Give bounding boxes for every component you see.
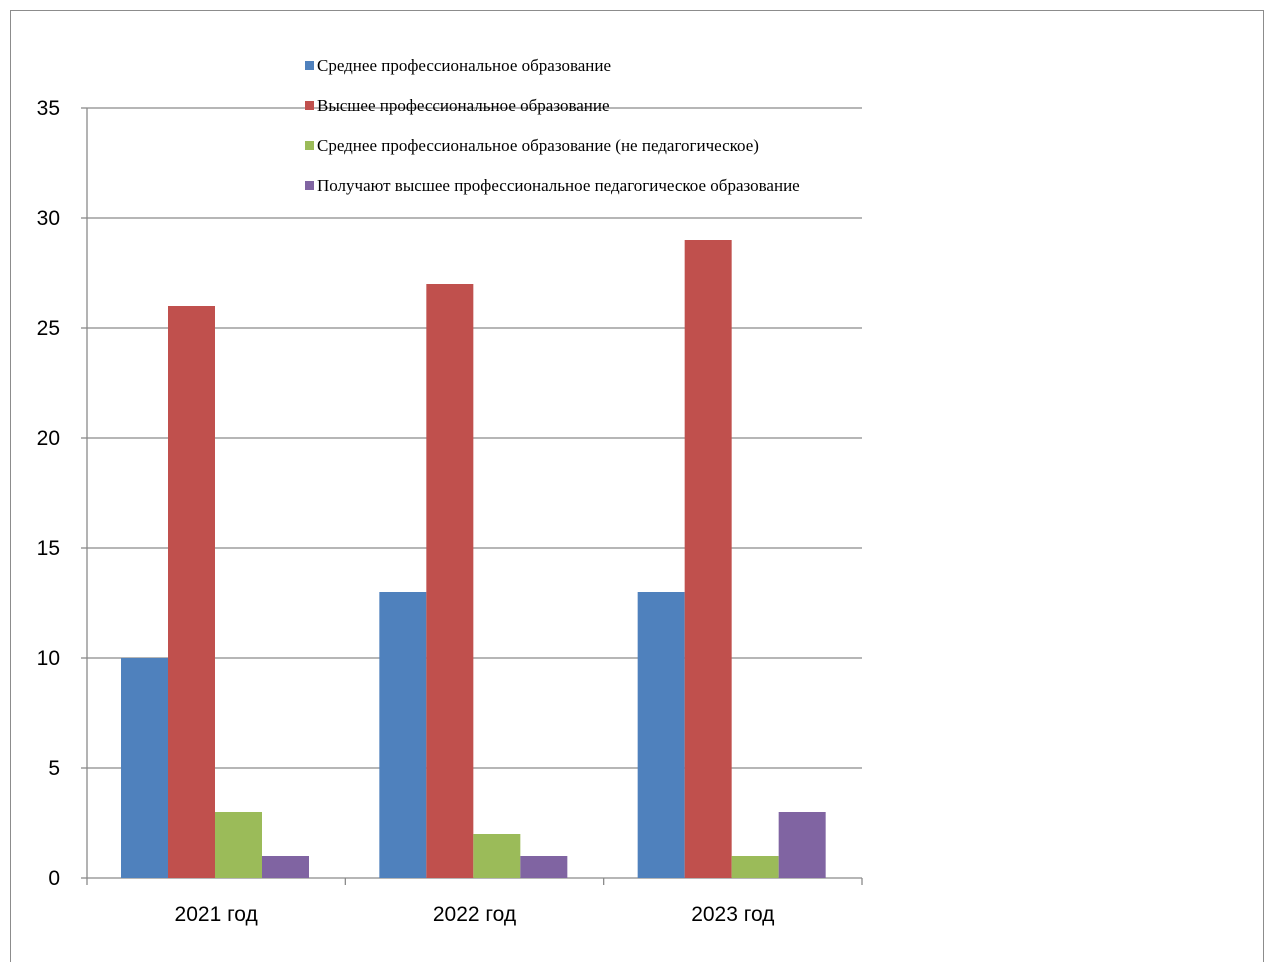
x-tick-label: 2022 год bbox=[433, 903, 516, 926]
y-tick-label: 0 bbox=[48, 867, 60, 890]
bar bbox=[637, 592, 685, 878]
legend-item: Высшее профессиональное образование bbox=[305, 96, 610, 115]
bars bbox=[121, 240, 826, 878]
legend-swatch bbox=[305, 181, 314, 190]
legend-item: Получают высшее профессиональное педагог… bbox=[305, 176, 800, 195]
y-tick-label: 35 bbox=[37, 97, 60, 120]
bar bbox=[473, 834, 521, 878]
x-tick-label: 2023 год bbox=[691, 903, 774, 926]
bar bbox=[731, 856, 779, 878]
legend-swatch bbox=[305, 101, 314, 110]
legend-swatch bbox=[305, 141, 314, 150]
gridlines bbox=[87, 107, 862, 769]
legend-label: Получают высшее профессиональное педагог… bbox=[317, 176, 800, 195]
bar bbox=[379, 592, 427, 878]
x-tick-label: 2021 год bbox=[175, 903, 258, 926]
y-tick-label: 5 bbox=[48, 757, 60, 780]
legend: Среднее профессиональное образование Высш… bbox=[305, 56, 800, 195]
bar bbox=[426, 284, 474, 878]
legend-swatch bbox=[305, 61, 314, 70]
y-tick-label: 25 bbox=[37, 317, 60, 340]
legend-label: Среднее профессиональное образование bbox=[317, 56, 611, 75]
bar bbox=[262, 856, 309, 878]
legend-label: Высшее профессиональное образование bbox=[317, 96, 610, 115]
chart-frame bbox=[10, 10, 1264, 962]
bar bbox=[684, 240, 732, 878]
bar bbox=[520, 856, 568, 878]
legend-label: Среднее профессиональное образование (не… bbox=[317, 136, 759, 155]
bar bbox=[778, 812, 826, 878]
bar bbox=[168, 306, 215, 878]
y-tick-label: 30 bbox=[37, 207, 60, 230]
legend-item: Среднее профессиональное образование (не… bbox=[305, 136, 759, 155]
legend-item: Среднее профессиональное образование bbox=[305, 56, 611, 75]
y-tick-label: 15 bbox=[37, 537, 60, 560]
bar bbox=[121, 658, 168, 878]
bar bbox=[215, 812, 262, 878]
y-tick-label: 10 bbox=[37, 647, 60, 670]
y-tick-label: 20 bbox=[37, 427, 60, 450]
